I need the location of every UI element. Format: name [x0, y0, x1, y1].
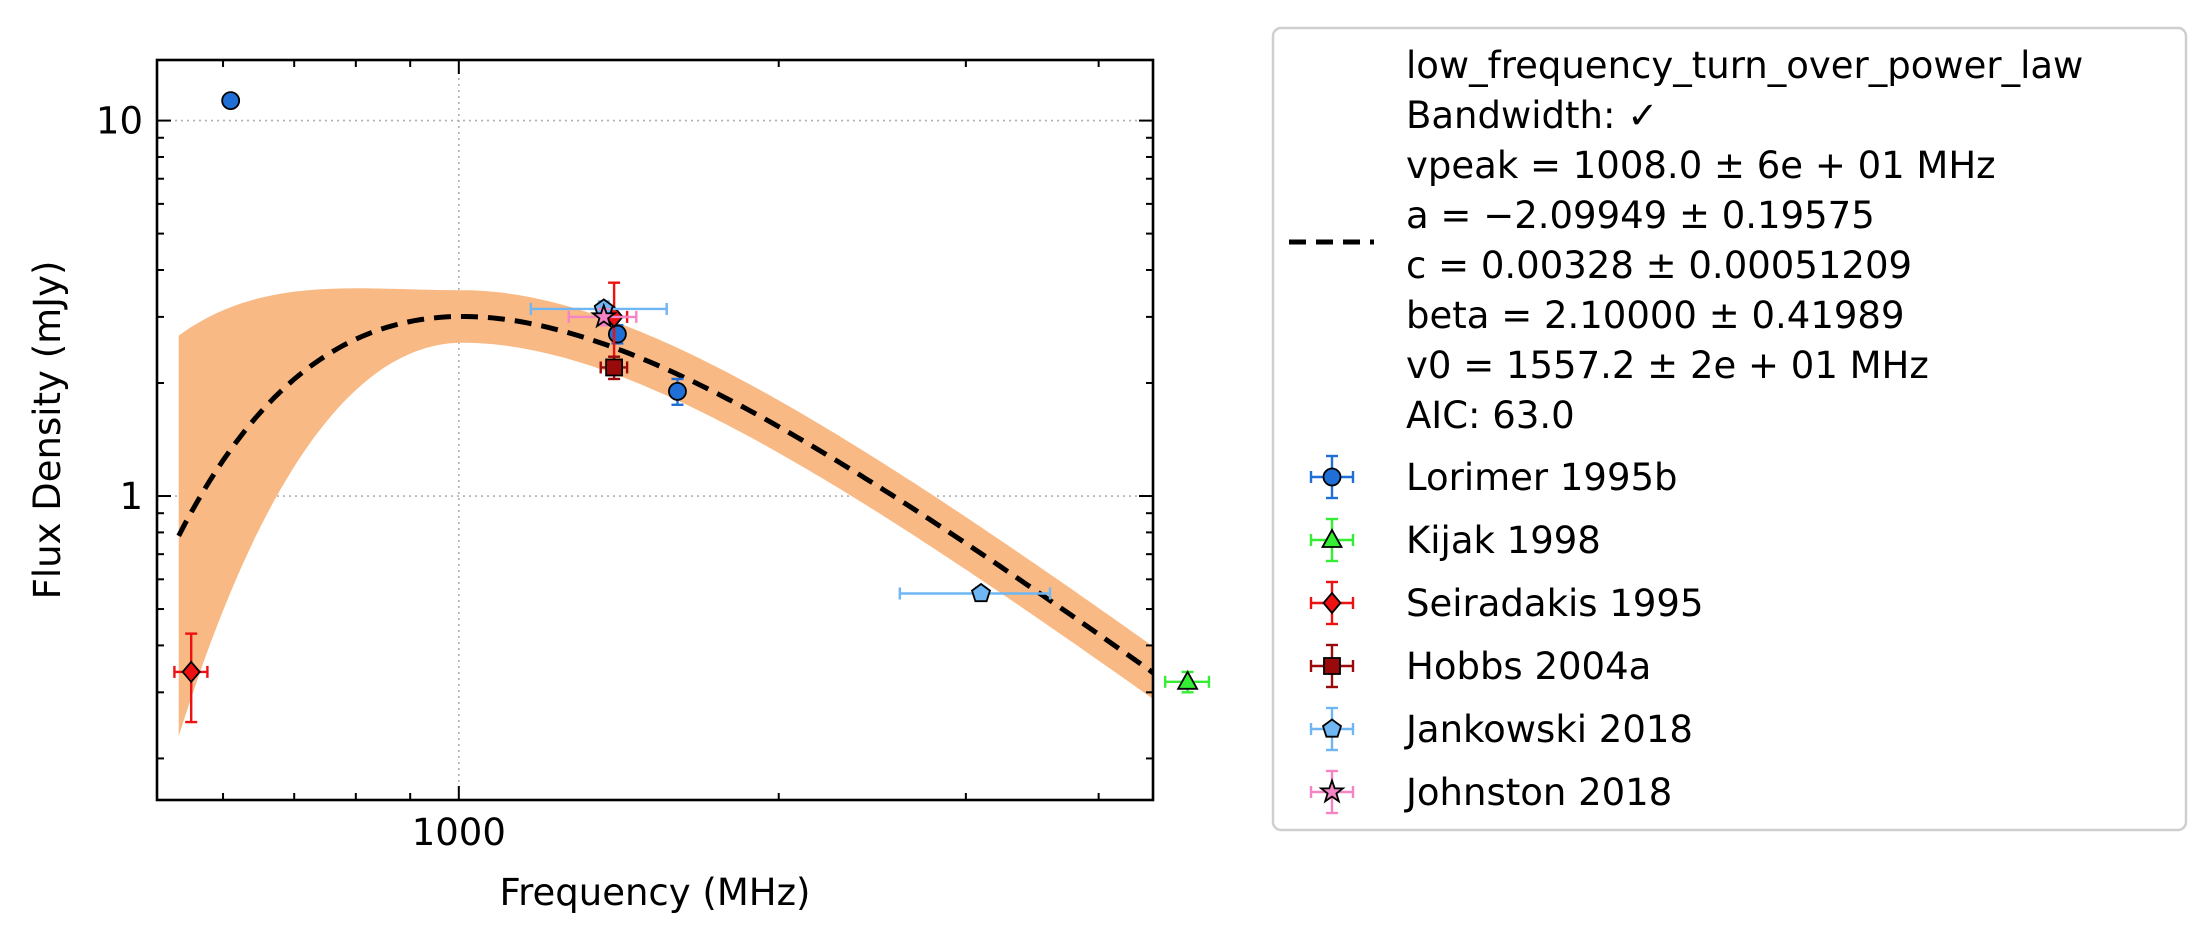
y-tick-label: 1	[119, 475, 143, 518]
data-point	[221, 91, 241, 111]
legend-frame	[1271, 26, 2188, 832]
legend-series: Lorimer 1995b Kijak 1998 Seiradakis 1995 Ho…	[1309, 454, 1703, 815]
legend-marker	[1320, 528, 1344, 548]
legend-fit-text: low_frequency_turn_over_power_law Bandwid…	[1406, 44, 2083, 437]
series-hobbs-2004a	[599, 355, 629, 381]
legend-fit-line: v0 = 1557.2 ± 2e + 01 MHz	[1406, 344, 1929, 387]
data-point	[605, 358, 624, 377]
x-axis-label: Frequency (MHz)	[500, 871, 811, 914]
legend-fit-line: low_frequency_turn_over_power_law	[1406, 44, 2083, 87]
legend-label: Hobbs 2004a	[1406, 645, 1651, 688]
legend-label: Kijak 1998	[1406, 519, 1601, 562]
legend-entry-seiradakis-1995: Seiradakis 1995	[1309, 580, 1703, 626]
x-tick-label: 1000	[412, 811, 506, 854]
legend-marker	[1322, 591, 1342, 615]
data-point	[1176, 669, 1199, 690]
data-point	[970, 582, 992, 603]
legend-entry-hobbs-2004a: Hobbs 2004a	[1309, 643, 1651, 689]
series-johnston-2018	[567, 302, 638, 329]
legend-fit-line: Bandwidth: ✓	[1406, 94, 1658, 137]
legend-fit-line: AIC: 63.0	[1406, 394, 1575, 437]
plot-frame	[155, 58, 1155, 802]
legend-marker	[1322, 467, 1342, 487]
legend-label: Johnston 2018	[1404, 771, 1672, 814]
series-kijak-1998	[1163, 669, 1211, 694]
y-tick-label: 10	[96, 100, 143, 143]
legend: low_frequency_turn_over_power_law Bandwid…	[1271, 26, 2188, 832]
legend-entry-kijak-1998: Kijak 1998	[1309, 517, 1601, 563]
legend-label: Seiradakis 1995	[1406, 582, 1703, 625]
legend-entry-lorimer-1995b: Lorimer 1995b	[1309, 454, 1678, 500]
legend-fit-line: vpeak = 1008.0 ± 6e + 01 MHz	[1406, 144, 1996, 187]
legend-fit-line: c = 0.00328 ± 0.00051209	[1406, 244, 1912, 287]
fit-band-layer	[178, 288, 1153, 737]
fit-line-layer	[176, 314, 1153, 676]
fit-uncertainty-band	[178, 288, 1153, 737]
data-point	[607, 324, 627, 344]
legend-marker	[1323, 657, 1341, 675]
legend-entry-johnston-2018: Johnston 2018	[1309, 769, 1672, 815]
data-point	[181, 660, 201, 684]
legend-fit-line: a = −2.09949 ± 0.19575	[1406, 194, 1875, 237]
legend-marker	[1318, 777, 1346, 804]
data-point	[590, 302, 618, 329]
legend-fit-line: beta = 2.10000 ± 0.41989	[1406, 294, 1905, 337]
legend-label: Jankowski 2018	[1404, 708, 1693, 751]
y-axis-label: Flux Density (mJy)	[26, 261, 69, 600]
data-point	[668, 381, 687, 401]
legend-marker	[1321, 718, 1343, 738]
legend-entry-jankowski-2018: Jankowski 2018	[1309, 706, 1693, 752]
data-points-layer	[173, 91, 1211, 724]
fit-line	[176, 314, 1153, 676]
axis-ticks: 1000 1 10	[96, 60, 1153, 854]
legend-label: Lorimer 1995b	[1406, 456, 1678, 499]
grid	[157, 60, 1153, 800]
